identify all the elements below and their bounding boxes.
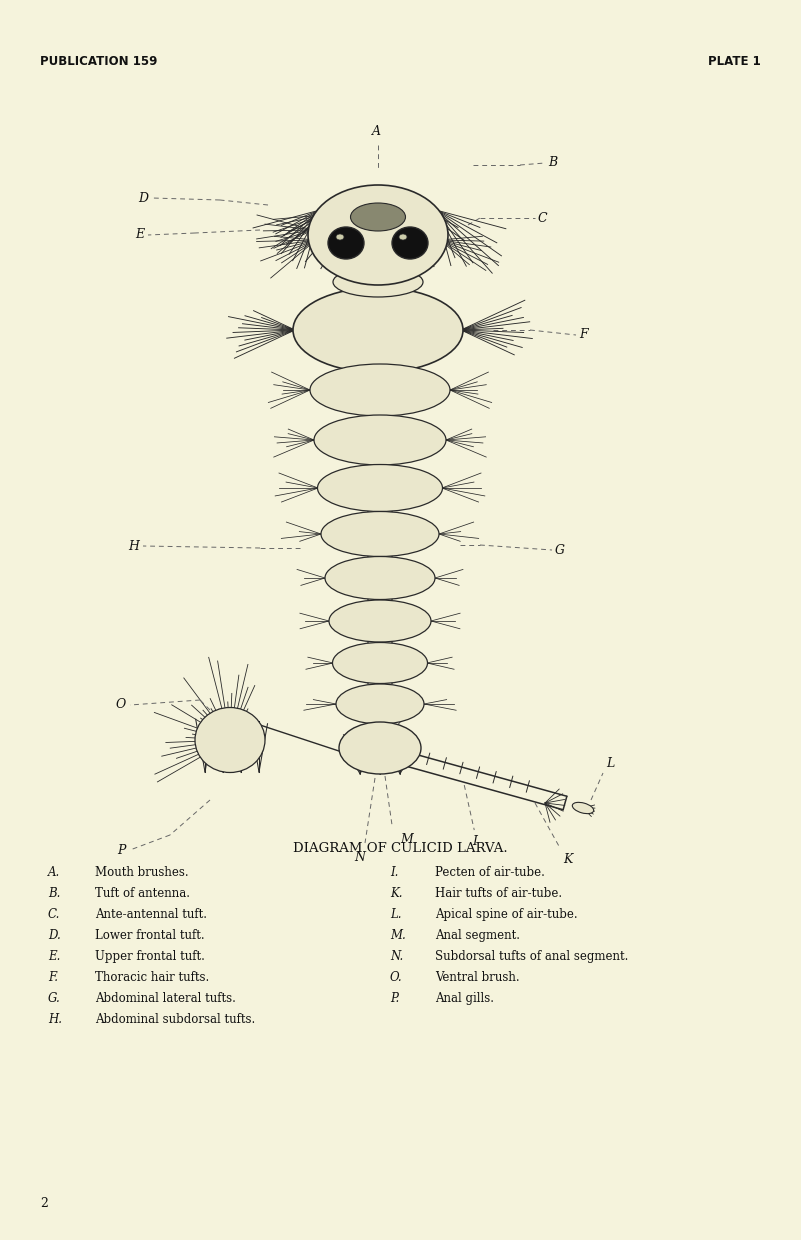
- Text: K: K: [563, 853, 573, 866]
- Text: Abdominal subdorsal tufts.: Abdominal subdorsal tufts.: [95, 1013, 256, 1025]
- Text: Ante-antennal tuft.: Ante-antennal tuft.: [95, 908, 207, 921]
- Text: P: P: [118, 843, 126, 857]
- Ellipse shape: [399, 234, 407, 241]
- Text: Anal segment.: Anal segment.: [435, 929, 520, 942]
- Ellipse shape: [308, 185, 448, 285]
- Text: Lower frontal tuft.: Lower frontal tuft.: [95, 929, 204, 942]
- Text: F: F: [579, 329, 588, 341]
- Text: H.: H.: [48, 1013, 62, 1025]
- Text: PUBLICATION 159: PUBLICATION 159: [40, 55, 157, 68]
- Ellipse shape: [321, 511, 439, 557]
- Ellipse shape: [332, 642, 428, 683]
- Ellipse shape: [314, 415, 446, 465]
- Text: H: H: [128, 539, 139, 553]
- Text: Upper frontal tuft.: Upper frontal tuft.: [95, 950, 205, 963]
- Text: L.: L.: [390, 908, 401, 921]
- Text: D.: D.: [48, 929, 61, 942]
- Text: Mouth brushes.: Mouth brushes.: [95, 866, 188, 879]
- Ellipse shape: [293, 288, 463, 372]
- Text: M: M: [400, 833, 413, 846]
- Text: I: I: [472, 835, 477, 848]
- Text: Pecten of air-tube.: Pecten of air-tube.: [435, 866, 545, 879]
- Text: G.: G.: [48, 992, 61, 1004]
- Text: Thoracic hair tufts.: Thoracic hair tufts.: [95, 971, 209, 985]
- Text: Hair tufts of air-tube.: Hair tufts of air-tube.: [435, 887, 562, 900]
- Ellipse shape: [310, 365, 450, 415]
- Ellipse shape: [336, 684, 424, 724]
- Text: G: G: [555, 543, 565, 557]
- Ellipse shape: [333, 267, 423, 298]
- Text: B: B: [548, 156, 557, 170]
- Text: DIAGRAM OF CULICID LARVA.: DIAGRAM OF CULICID LARVA.: [292, 842, 507, 856]
- Ellipse shape: [339, 722, 421, 774]
- Text: Anal gills.: Anal gills.: [435, 992, 494, 1004]
- Text: E.: E.: [48, 950, 60, 963]
- Ellipse shape: [336, 234, 344, 241]
- Text: P.: P.: [390, 992, 399, 1004]
- Text: Ventral brush.: Ventral brush.: [435, 971, 520, 985]
- Ellipse shape: [392, 227, 428, 259]
- Text: PLATE 1: PLATE 1: [708, 55, 761, 68]
- Ellipse shape: [329, 600, 431, 642]
- Text: L: L: [606, 756, 614, 770]
- Text: 2: 2: [40, 1197, 48, 1210]
- Text: Abdominal lateral tufts.: Abdominal lateral tufts.: [95, 992, 235, 1004]
- Text: M.: M.: [390, 929, 406, 942]
- Text: O: O: [116, 698, 126, 712]
- Ellipse shape: [325, 557, 435, 599]
- Ellipse shape: [195, 708, 265, 773]
- Text: Subdorsal tufts of anal segment.: Subdorsal tufts of anal segment.: [435, 950, 628, 963]
- Text: O.: O.: [390, 971, 403, 985]
- Text: D: D: [138, 191, 148, 205]
- Text: E: E: [135, 228, 144, 242]
- Text: N.: N.: [390, 950, 403, 963]
- Text: C.: C.: [48, 908, 60, 921]
- Ellipse shape: [317, 465, 442, 511]
- Text: Apical spine of air-tube.: Apical spine of air-tube.: [435, 908, 578, 921]
- Text: B.: B.: [48, 887, 60, 900]
- Text: Tuft of antenna.: Tuft of antenna.: [95, 887, 190, 900]
- Text: N: N: [355, 851, 365, 864]
- Text: A.: A.: [48, 866, 60, 879]
- Ellipse shape: [328, 227, 364, 259]
- Ellipse shape: [351, 203, 405, 231]
- Text: K.: K.: [390, 887, 402, 900]
- Text: A: A: [372, 125, 380, 138]
- Ellipse shape: [573, 802, 594, 813]
- Text: I.: I.: [390, 866, 398, 879]
- Text: C: C: [538, 212, 548, 224]
- Text: F.: F.: [48, 971, 58, 985]
